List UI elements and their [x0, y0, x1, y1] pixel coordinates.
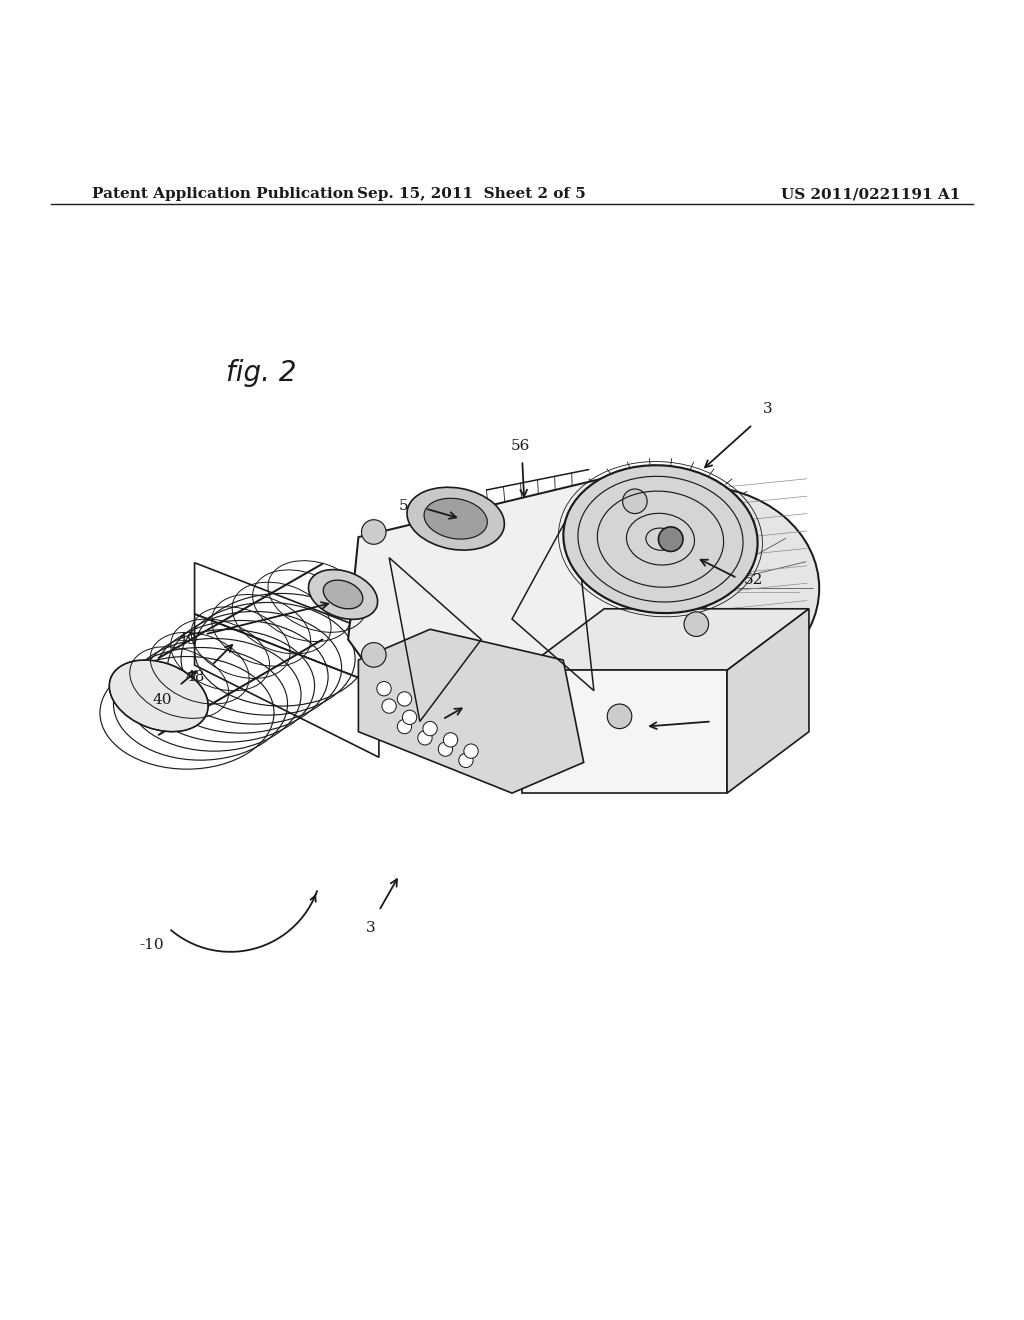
Circle shape	[607, 704, 632, 729]
Circle shape	[361, 520, 386, 544]
Circle shape	[397, 719, 412, 734]
Circle shape	[658, 527, 683, 552]
Text: 52: 52	[743, 573, 763, 587]
Text: 54: 54	[398, 499, 418, 513]
Circle shape	[443, 733, 458, 747]
Circle shape	[459, 754, 473, 767]
Text: 56: 56	[511, 440, 529, 453]
Text: 48: 48	[185, 671, 205, 684]
Ellipse shape	[407, 487, 505, 550]
Circle shape	[397, 692, 412, 706]
Text: US 2011/0221191 A1: US 2011/0221191 A1	[780, 187, 961, 201]
Ellipse shape	[573, 486, 819, 690]
Polygon shape	[522, 671, 727, 793]
Text: 40: 40	[153, 693, 172, 706]
Polygon shape	[358, 630, 584, 793]
Text: 80: 80	[720, 714, 739, 729]
Text: 99: 99	[416, 717, 435, 730]
Ellipse shape	[324, 579, 362, 609]
Circle shape	[402, 710, 417, 725]
Ellipse shape	[424, 498, 487, 539]
Polygon shape	[727, 609, 809, 793]
Text: Sep. 15, 2011  Sheet 2 of 5: Sep. 15, 2011 Sheet 2 of 5	[356, 187, 586, 201]
Text: -10: -10	[139, 937, 164, 952]
Circle shape	[623, 488, 647, 513]
Circle shape	[464, 744, 478, 758]
Circle shape	[382, 698, 396, 713]
Polygon shape	[348, 475, 717, 752]
Ellipse shape	[110, 660, 208, 731]
Circle shape	[684, 612, 709, 636]
Circle shape	[377, 681, 391, 696]
Text: 3: 3	[763, 403, 772, 416]
Ellipse shape	[308, 570, 378, 619]
Text: 49: 49	[177, 632, 197, 647]
Ellipse shape	[563, 465, 758, 612]
Circle shape	[423, 722, 437, 735]
Circle shape	[438, 742, 453, 756]
Text: Patent Application Publication: Patent Application Publication	[92, 187, 354, 201]
Circle shape	[418, 731, 432, 744]
Polygon shape	[522, 609, 809, 671]
Circle shape	[361, 643, 386, 667]
Text: fig. 2: fig. 2	[226, 359, 296, 387]
Text: 3: 3	[366, 921, 376, 935]
